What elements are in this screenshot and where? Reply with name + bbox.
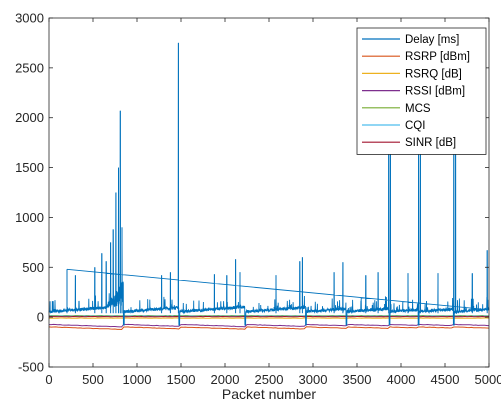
y-tick-label: 1500 (15, 160, 44, 175)
x-tick-label: 4000 (387, 372, 416, 387)
x-tick-label: 3000 (299, 372, 328, 387)
legend-label: RSRP [dBm] (405, 51, 470, 63)
x-axis-title: Packet number (222, 386, 316, 402)
x-tick-label: 3500 (343, 372, 372, 387)
legend: Delay [ms] RSRP [dBm] RSRQ [dB] RSSI [dBm] M… (356, 27, 487, 155)
y-tick-label: 0 (37, 310, 44, 325)
axes-layer: 0 500 1000 1500 2000 2500 3000 3500 4000 4500 5000… (15, 11, 501, 388)
y-tick-label: 500 (22, 260, 44, 275)
legend-label: CQI (405, 120, 425, 132)
y-tick-label: 2500 (15, 60, 44, 75)
y-tick-label: 1000 (15, 210, 44, 225)
series-rsrp-line (48, 326, 490, 331)
x-tick-label: 2500 (255, 372, 284, 387)
legend-label: RSSI [dBm] (405, 86, 465, 98)
x-tick-label: 0 (45, 372, 52, 387)
legend-label: SINR [dB] (405, 137, 456, 149)
x-tick-label: 5000 (475, 372, 501, 387)
legend-label: Delay [ms] (405, 34, 459, 46)
series-layer (48, 42, 490, 331)
series-rssi-line (49, 323, 490, 328)
x-tick-label: 2000 (211, 372, 240, 387)
y-tick-label: 2000 (15, 110, 44, 125)
x-tick-label: 1000 (123, 372, 152, 387)
y-tick-label: -500 (18, 360, 44, 375)
x-tick-label: 1500 (167, 372, 196, 387)
legend-label: RSRQ [dB] (405, 68, 462, 80)
x-tick-label: 4500 (431, 372, 460, 387)
legend-label: MCS (405, 103, 431, 115)
x-tick-label: 500 (82, 372, 104, 387)
y-tick-label: 3000 (15, 11, 44, 26)
